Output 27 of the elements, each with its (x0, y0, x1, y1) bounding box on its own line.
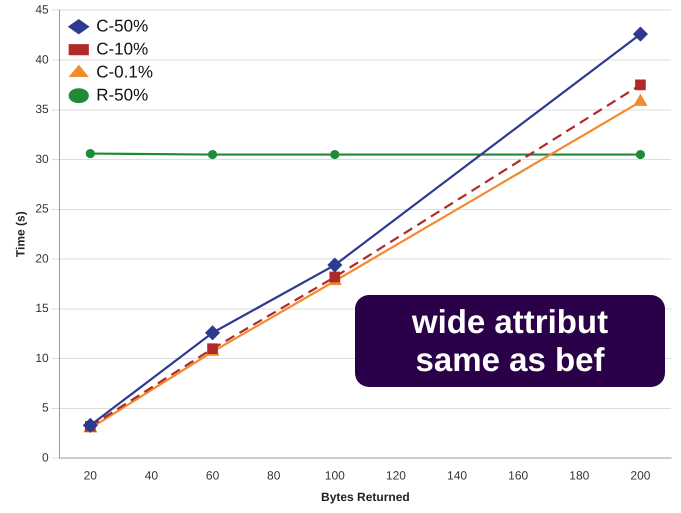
x-tick-label: 160 (508, 468, 529, 483)
y-axis-title: Time (s) (14, 211, 28, 258)
legend-label: C-0.1% (96, 62, 153, 82)
x-tick-label: 40 (144, 468, 158, 483)
x-tick-label: 120 (386, 468, 406, 483)
x-tick-label: 80 (267, 468, 281, 483)
x-tick-label: 180 (569, 468, 590, 483)
legend-label: C-10% (96, 39, 148, 58)
y-tick-label: 5 (42, 400, 50, 415)
y-tick-label: 30 (35, 152, 50, 166)
x-axis-title: Bytes Returned (321, 490, 410, 504)
x-tick-label: 200 (630, 468, 651, 483)
y-tick-label: 10 (35, 350, 50, 365)
x-tick-label: 20 (84, 468, 98, 483)
legend-label: R-50% (96, 85, 148, 104)
x-tick-label: 140 (447, 468, 468, 483)
y-tick-label: 15 (35, 301, 50, 316)
y-tick-label: 20 (35, 251, 50, 266)
legend-label: C-50% (96, 16, 148, 36)
x-tick-label: 100 (324, 468, 346, 483)
y-tick-label: 45 (35, 2, 50, 17)
y-tick-label: 35 (35, 102, 50, 116)
caption-box: wide attribut same as bef (355, 295, 665, 387)
y-tick-label: 40 (35, 52, 50, 66)
y-tick-label: 25 (35, 202, 50, 216)
y-tick-label: 0 (42, 450, 50, 465)
x-tick-label: 60 (206, 468, 220, 483)
